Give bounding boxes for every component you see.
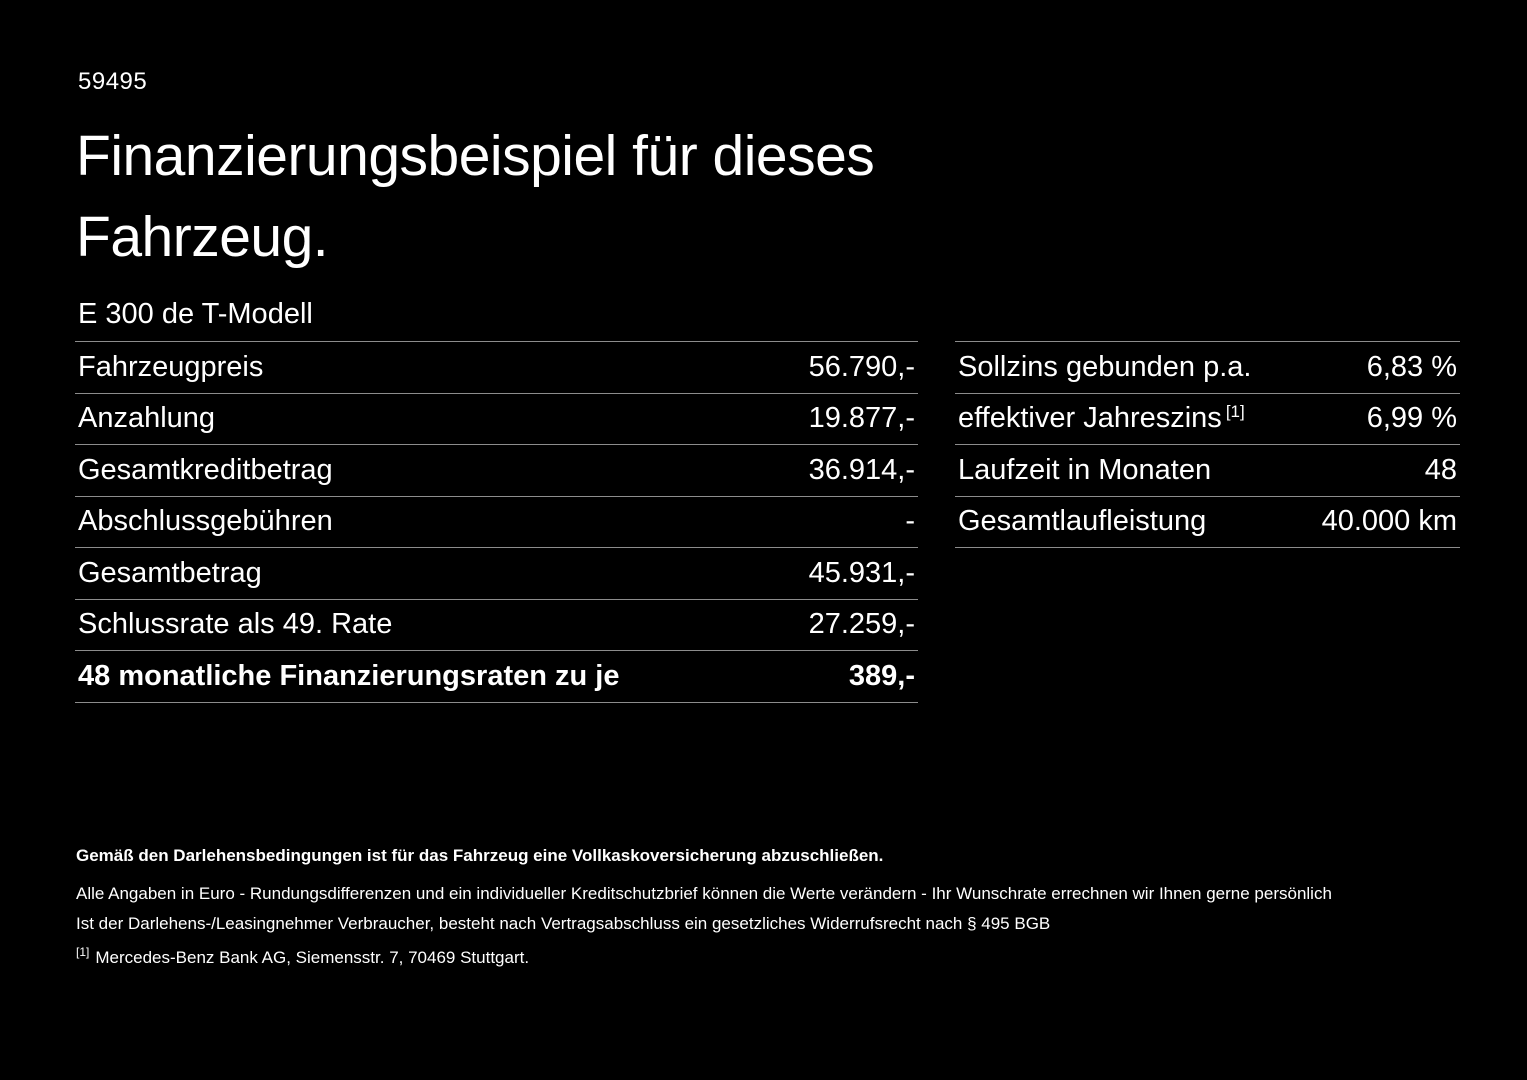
vehicle-model: E 300 de T-Modell xyxy=(78,298,313,330)
listing-id: 59495 xyxy=(78,68,148,95)
footnote-text: Mercedes-Benz Bank AG, Siemensstr. 7, 70… xyxy=(95,948,530,967)
row-label: Laufzeit in Monaten xyxy=(958,453,1212,486)
table-row-gesamtbetrag: Gesamtbetrag 45.931,- xyxy=(75,547,918,599)
row-label-text: effektiver Jahreszins xyxy=(958,402,1222,435)
row-label: 48 monatliche Finanzierungsraten zu je xyxy=(78,659,620,692)
row-value: 48 xyxy=(1424,453,1457,486)
row-value: 56.790,- xyxy=(808,350,915,383)
table-row-effektiver-jahreszins: effektiver Jahreszins [1] 6,99 % xyxy=(955,392,1460,445)
table-row-gesamtlaufleistung: Gesamtlaufleistung 40.000 km xyxy=(955,495,1460,548)
footnote-marker: [1] xyxy=(76,945,90,960)
row-value: 389,- xyxy=(848,659,915,692)
disclaimer-line-2: Ist der Darlehens-/Leasingnehmer Verbrau… xyxy=(76,914,1051,933)
row-value: 36.914,- xyxy=(808,453,915,486)
row-label: Abschlussgebühren xyxy=(78,505,333,538)
table-row-gesamtkreditbetrag: Gesamtkreditbetrag 36.914,- xyxy=(75,444,918,496)
row-label: effektiver Jahreszins [1] xyxy=(955,402,1245,435)
financing-table-right: Sollzins gebunden p.a. 6,83 % effektiver… xyxy=(955,341,1460,548)
row-label: Anzahlung xyxy=(78,402,216,435)
table-row-abschlussgebuehren: Abschlussgebühren - xyxy=(75,495,918,548)
row-value: 19.877,- xyxy=(808,402,915,435)
row-label: Fahrzeugpreis xyxy=(78,350,264,383)
row-label: Schlussrate als 49. Rate xyxy=(78,608,393,641)
footnote-reference: [1] xyxy=(1225,401,1245,421)
row-value: 45.931,- xyxy=(808,556,915,589)
footnote-bank: [1] Mercedes-Benz Bank AG, Siemensstr. 7,… xyxy=(76,945,1476,969)
row-label: Gesamtbetrag xyxy=(78,556,262,589)
row-value: 6,99 % xyxy=(1366,402,1457,435)
financing-table-left: Fahrzeugpreis 56.790,- Anzahlung 19.877,… xyxy=(75,341,918,703)
table-row-anzahlung: Anzahlung 19.877,- xyxy=(75,392,918,445)
row-label: Gesamtlaufleistung xyxy=(958,505,1207,538)
table-row-laufzeit: Laufzeit in Monaten 48 xyxy=(955,444,1460,496)
disclaimer-line-1: Alle Angaben in Euro - Rundungsdifferenz… xyxy=(76,884,1332,903)
row-value: 6,83 % xyxy=(1366,350,1457,383)
row-label: Sollzins gebunden p.a. xyxy=(958,350,1252,383)
page-title: Finanzierungsbeispiel für dieses Fahrzeug… xyxy=(76,116,875,278)
row-value: - xyxy=(905,505,915,538)
page-title-line-1: Finanzierungsbeispiel für dieses xyxy=(76,124,875,188)
row-value: 40.000 km xyxy=(1321,505,1457,538)
row-label: Gesamtkreditbetrag xyxy=(78,453,333,486)
table-row-fahrzeugpreis: Fahrzeugpreis 56.790,- xyxy=(75,341,918,393)
legal-footer: Gemäß den Darlehensbedingungen ist für d… xyxy=(76,846,1476,969)
insurance-note: Gemäß den Darlehensbedingungen ist für d… xyxy=(76,846,884,865)
row-value: 27.259,- xyxy=(808,608,915,641)
page-title-line-2: Fahrzeug. xyxy=(76,205,329,269)
table-row-sollzins: Sollzins gebunden p.a. 6,83 % xyxy=(955,341,1460,393)
table-row-monatsrate: 48 monatliche Finanzierungsraten zu je 3… xyxy=(75,650,918,703)
table-row-schlussrate: Schlussrate als 49. Rate 27.259,- xyxy=(75,598,918,651)
